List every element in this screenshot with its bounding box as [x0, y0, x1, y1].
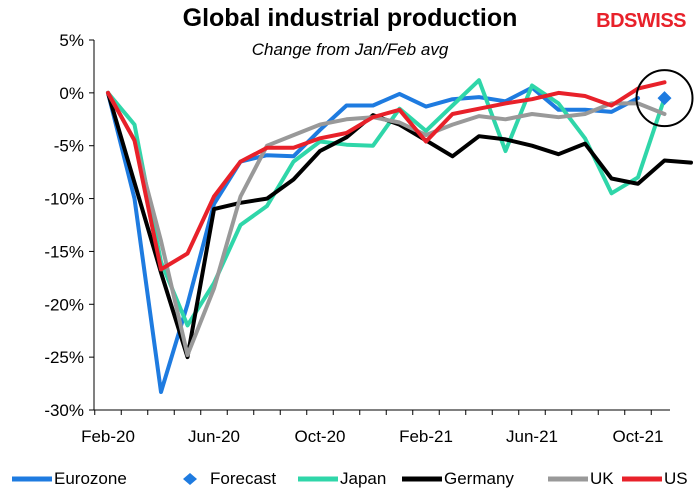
x-tick-label: Jun-20 — [188, 427, 240, 446]
series-line-germany — [106, 90, 693, 360]
y-tick-label: -25% — [44, 348, 84, 367]
legend-swatch-us — [622, 476, 662, 482]
logo-text-bd: BD — [596, 10, 625, 32]
chart-subtitle: Change from Jan/Feb avg — [251, 40, 449, 59]
series-line-japan — [106, 78, 667, 328]
legend-label-japan: Japan — [340, 469, 387, 488]
legend-swatch-germany — [402, 476, 442, 482]
forecast-marker — [657, 91, 672, 106]
series-line-us — [106, 80, 667, 272]
x-tick-label: Feb-20 — [81, 427, 135, 446]
legend-item-uk: UK — [546, 464, 614, 494]
legend-item-germany: Germany — [400, 464, 514, 494]
x-tick-label: Oct-20 — [294, 427, 345, 446]
y-tick-label: -20% — [44, 295, 84, 314]
x-tick-label: Jun-21 — [506, 427, 558, 446]
legend-label-forecast: Forecast — [210, 469, 277, 488]
legend-label-us: US — [664, 469, 688, 488]
legend-swatch-eurozone — [12, 476, 52, 482]
legend-swatch-japan — [298, 476, 338, 482]
annotations — [635, 69, 694, 128]
legend: Eurozone Forecast Japan Germany UK US — [0, 464, 700, 494]
y-tick-label: -5% — [54, 137, 84, 156]
legend-item-us: US — [620, 464, 688, 494]
legend-label-eurozone: Eurozone — [54, 469, 127, 488]
x-tick-label: Oct-21 — [612, 427, 663, 446]
logo-text-swiss: SWISS — [624, 10, 686, 32]
line-chart: 5% 0% -5% -10% -15% -20% -25% -30% Feb-20 Jun-20 O… — [44, 31, 694, 446]
legend-swatch-uk — [548, 476, 588, 482]
series-group — [106, 78, 693, 394]
axes: 5% 0% -5% -10% -15% -20% -25% -30% Feb-20 Jun-20 O… — [44, 31, 670, 446]
legend-item-japan: Japan — [296, 464, 386, 494]
chart-title: Global industrial production — [182, 4, 518, 32]
y-tick-label: 5% — [59, 31, 84, 50]
y-tick-label: -10% — [44, 190, 84, 209]
bdswiss-logo: BDSWISS — [596, 10, 686, 33]
y-tick-label: 0% — [59, 84, 84, 103]
legend-item-forecast: Forecast — [180, 464, 276, 494]
y-tick-label: -30% — [44, 401, 84, 420]
legend-label-uk: UK — [590, 469, 614, 488]
legend-label-germany: Germany — [444, 469, 514, 488]
forecast-diamond-icon — [183, 473, 197, 485]
forecast-highlight-circle — [635, 69, 694, 128]
series-line-uk — [106, 90, 667, 357]
x-tick-label: Feb-21 — [399, 427, 453, 446]
legend-item-eurozone: Eurozone — [10, 464, 127, 494]
series-line-eurozone — [106, 85, 640, 394]
y-tick-label: -15% — [44, 242, 84, 261]
